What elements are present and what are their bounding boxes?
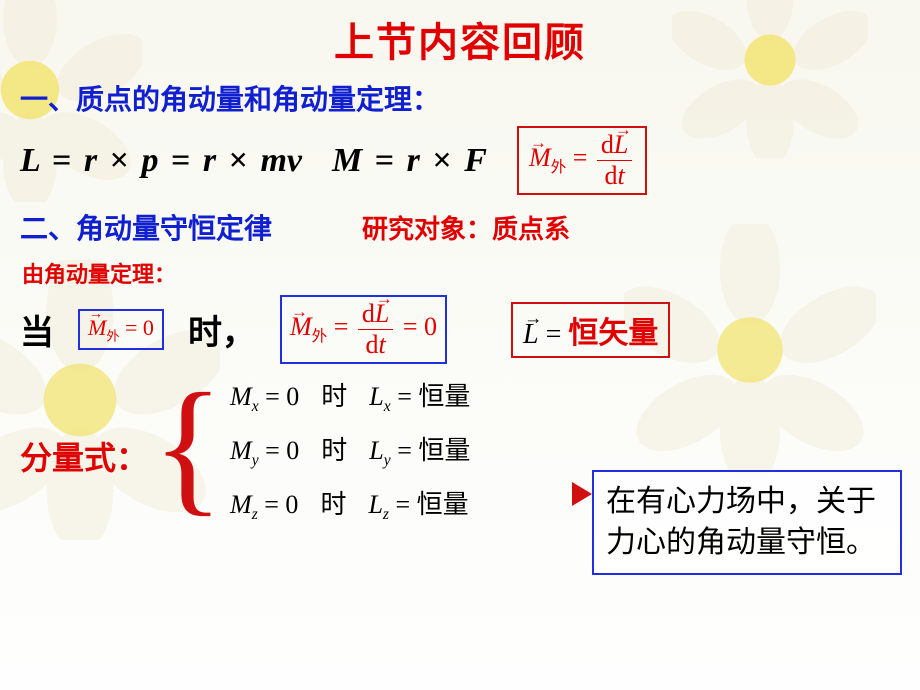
- conserve-label: 恒矢量: [568, 317, 658, 350]
- components-label: 分量式：: [20, 433, 148, 479]
- left-brace-icon: {: [152, 375, 224, 518]
- note-text: 在有心力场中，关于力心的角动量守恒。: [606, 485, 876, 559]
- arrow-icon: [572, 482, 592, 506]
- when-condition-box: M外 = 0: [78, 309, 164, 350]
- component-line-y: My = 0 时 Ly = 恒量: [230, 430, 470, 470]
- section2-object: 研究对象：质点系: [362, 209, 570, 246]
- component-line-x: Mx = 0 时 Lx = 恒量: [230, 376, 470, 416]
- component-line-z: Mz = 0 时 Lz = 恒量: [230, 484, 470, 524]
- page-title: 上节内容回顾: [0, 0, 920, 68]
- note-box: 在有心力场中，关于力心的角动量守恒。: [592, 470, 902, 575]
- section2-heading: 二、角动量守恒定律: [20, 207, 272, 247]
- when-condition: M外 = 0: [88, 315, 154, 340]
- eq-M-ext-box: M外 = dL dt: [517, 126, 647, 195]
- result-eq: M外 = dL dt = 0: [290, 312, 437, 341]
- result-box: M外 = dL dt = 0: [280, 295, 447, 364]
- components-lines: Mx = 0 时 Lx = 恒量 My = 0 时 Ly = 恒量 Mz = 0…: [230, 376, 470, 525]
- slide-content: 上节内容回顾 一、质点的角动量和角动量定理： L = r × p = r × m…: [0, 0, 920, 536]
- section2-from: 由角动量定理：: [0, 247, 920, 289]
- section1-heading: 一、质点的角动量和角动量定理：: [0, 68, 920, 126]
- conserve-box: L = 恒矢量: [511, 302, 670, 358]
- conserve-eq: L =: [523, 319, 568, 350]
- eq-L: L = r × p = r × mv: [20, 142, 302, 180]
- when-suffix: 时，: [188, 305, 256, 354]
- components-brace-col: { Mx = 0 时 Lx = 恒量 My = 0 时 Ly = 恒量 Mz =…: [152, 376, 470, 525]
- eq-M: M = r × F: [332, 142, 487, 180]
- section2-header-row: 二、角动量守恒定律 研究对象：质点系: [0, 195, 920, 247]
- section2-main-row: 当 M外 = 0 时， M外 = dL dt = 0 L =: [0, 289, 920, 364]
- when-prefix: 当: [20, 305, 54, 354]
- section1-equations: L = r × p = r × mv M = r × F M外 = dL dt: [0, 126, 920, 195]
- eq-M-ext: M外 = dL dt: [529, 143, 635, 172]
